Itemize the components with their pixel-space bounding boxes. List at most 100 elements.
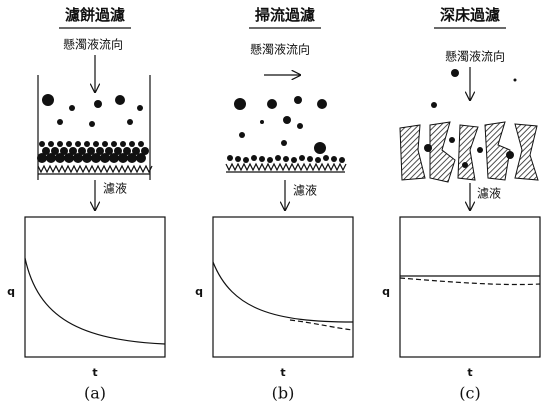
flow-label: 懸濁液流向 — [445, 49, 505, 64]
particle — [259, 156, 265, 162]
particle — [75, 141, 81, 147]
y-axis-label: q — [382, 285, 390, 298]
particle — [100, 153, 110, 163]
particle — [55, 153, 65, 163]
particle — [82, 153, 92, 163]
panel-title: 掃流過濾 — [255, 6, 315, 24]
particle — [227, 155, 233, 161]
particle — [118, 153, 128, 163]
particle — [243, 157, 249, 163]
particle — [87, 147, 95, 155]
particle — [506, 151, 514, 159]
particle — [283, 156, 289, 162]
particle — [132, 147, 140, 155]
particle — [297, 123, 303, 129]
particle — [136, 153, 146, 163]
x-axis-label: t — [92, 366, 97, 379]
particle — [267, 99, 277, 109]
particle — [291, 157, 297, 163]
caption: (c) — [459, 384, 480, 403]
particle — [111, 141, 117, 147]
particle — [275, 155, 281, 161]
particle — [315, 157, 321, 163]
particle — [51, 147, 59, 155]
particle — [431, 102, 437, 108]
graph-frame — [399, 216, 541, 358]
particle — [267, 157, 273, 163]
particle — [96, 147, 104, 155]
particle — [109, 153, 119, 163]
particle — [314, 142, 326, 154]
particle — [129, 141, 135, 147]
particle — [294, 96, 302, 104]
particle — [234, 98, 246, 110]
particle — [239, 132, 245, 138]
particle — [115, 95, 125, 105]
particle — [283, 116, 291, 124]
flux-curve-dashed — [289, 319, 354, 331]
graph-frame — [24, 216, 166, 358]
particle — [307, 156, 313, 162]
flow-label: 懸濁液流向 — [250, 42, 310, 57]
particle — [138, 141, 144, 147]
particle — [42, 147, 50, 155]
particle — [46, 153, 56, 163]
particle — [251, 155, 257, 161]
particle — [69, 105, 75, 111]
panel-title: 深床過濾 — [440, 6, 500, 24]
particle — [127, 153, 137, 163]
graph-frame — [212, 216, 354, 358]
particle — [120, 141, 126, 147]
particle — [339, 157, 345, 163]
particle — [42, 94, 54, 106]
particle — [89, 121, 95, 127]
porous-bed — [399, 124, 426, 181]
porous-bed — [514, 123, 539, 181]
particle — [141, 147, 149, 155]
filter-medium — [37, 164, 153, 174]
porous-bed — [484, 121, 511, 181]
filter-medium — [225, 162, 347, 172]
particle — [39, 141, 45, 147]
particle — [260, 120, 264, 124]
particle — [114, 147, 122, 155]
particle — [513, 78, 517, 82]
particle — [84, 141, 90, 147]
particle — [37, 153, 47, 163]
particle — [93, 141, 99, 147]
flux-curve — [24, 257, 166, 345]
porous-bed — [429, 121, 456, 183]
x-axis-label: t — [467, 366, 472, 379]
particle — [102, 141, 108, 147]
particle — [127, 119, 133, 125]
caption: (a) — [84, 384, 106, 403]
porous-bed — [457, 124, 479, 181]
caption: (b) — [272, 384, 295, 403]
particle — [317, 99, 327, 109]
flux-curve-dashed — [399, 277, 541, 286]
particle — [281, 140, 287, 146]
particle — [69, 147, 77, 155]
particle — [91, 153, 101, 163]
panel-title: 濾餅過濾 — [65, 6, 125, 24]
particle — [477, 147, 483, 153]
flow-label: 懸濁液流向 — [63, 37, 123, 52]
particle — [137, 105, 143, 111]
flux-curve — [212, 261, 354, 323]
particle — [48, 141, 54, 147]
particle — [451, 69, 459, 77]
y-axis-label: q — [195, 285, 203, 298]
particle — [73, 153, 83, 163]
filtrate-label: 濾液 — [293, 183, 317, 198]
particle — [331, 156, 337, 162]
particle — [123, 147, 131, 155]
particle — [323, 155, 329, 161]
filtrate-label: 濾液 — [477, 186, 501, 201]
particle — [424, 144, 432, 152]
particle — [64, 153, 74, 163]
y-axis-label: q — [7, 285, 15, 298]
particle — [462, 162, 468, 168]
particle — [105, 147, 113, 155]
particle — [299, 155, 305, 161]
